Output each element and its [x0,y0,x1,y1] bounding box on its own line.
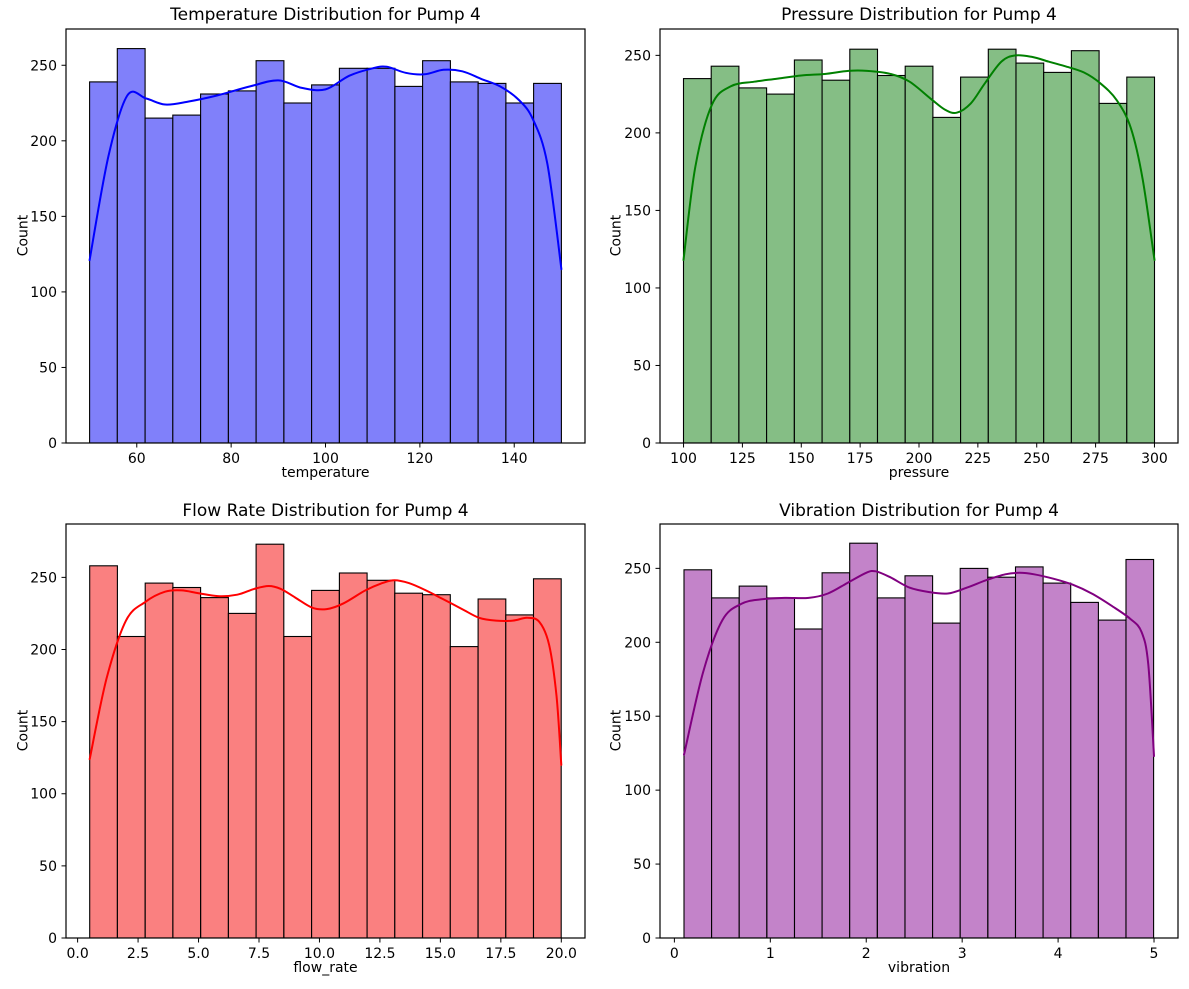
svg-text:0: 0 [642,931,651,947]
flow-rate-histogram-canvas: 0.0 2.5 5.0 7.5 10.0 12.5 15.0 17.5 20.0 0 50 100 15… [30,523,586,962]
x-axis-label: flow_rate [293,960,358,976]
x-axis-label: temperature [281,465,370,481]
x-axis-label: pressure [888,465,950,481]
svg-text:15.0: 15.0 [425,946,456,962]
pressure-histogram-canvas: 100 125 150 175 200 225 250 275 300 0 50 100 150 200 2… [624,28,1179,467]
plot-title: Temperature Distribution for Pump 4 [170,5,481,25]
svg-text:0: 0 [48,931,57,947]
svg-text:200: 200 [30,134,57,150]
svg-text:250: 250 [624,561,651,577]
svg-text:60: 60 [128,451,146,467]
svg-text:50: 50 [39,360,57,376]
svg-text:5: 5 [1150,946,1159,962]
svg-text:100: 100 [670,451,697,467]
svg-text:50: 50 [39,859,57,875]
svg-text:225: 225 [964,451,991,467]
svg-text:5.0: 5.0 [187,946,209,962]
svg-text:200: 200 [30,642,57,658]
svg-text:20.0: 20.0 [546,946,577,962]
plot-title: Flow Rate Distribution for Pump 4 [182,501,469,521]
svg-text:0: 0 [642,436,651,452]
svg-text:17.5: 17.5 [485,946,516,962]
svg-text:80: 80 [222,451,240,467]
subplot-temperature: 60 80 100 120 140 0 50 100 150 200 250 Temperature… [0,0,600,494]
svg-text:250: 250 [30,58,57,74]
plot-title: Pressure Distribution for Pump 4 [781,5,1057,25]
subplot-flow-rate: 0.0 2.5 5.0 7.5 10.0 12.5 15.0 17.5 20.0 0 50 100 15… [0,494,600,989]
svg-text:50: 50 [633,358,651,374]
svg-text:0: 0 [48,436,57,452]
svg-text:100: 100 [312,451,339,467]
svg-text:2: 2 [862,946,871,962]
svg-text:100: 100 [624,281,651,297]
svg-text:0: 0 [670,946,679,962]
subplot-vibration: 0 1 2 3 4 5 0 50 100 150 200 250 Vibration Distribu… [600,494,1189,989]
y-axis-label: Count [608,214,625,257]
svg-text:10.0: 10.0 [304,946,335,962]
svg-text:3: 3 [958,946,967,962]
svg-text:200: 200 [624,635,651,651]
svg-text:100: 100 [624,783,651,799]
svg-text:200: 200 [624,126,651,142]
plot-title: Vibration Distribution for Pump 4 [779,501,1059,521]
svg-text:300: 300 [1141,451,1168,467]
svg-text:200: 200 [906,451,933,467]
y-axis-label: Count [608,709,625,752]
svg-text:250: 250 [624,48,651,64]
temperature-histogram-canvas: 60 80 100 120 140 0 50 100 150 200 250 [30,28,586,467]
svg-text:150: 150 [624,203,651,219]
svg-text:150: 150 [624,709,651,725]
svg-text:175: 175 [847,451,874,467]
svg-text:250: 250 [30,570,57,586]
svg-text:250: 250 [1023,451,1050,467]
svg-text:125: 125 [729,451,756,467]
svg-text:12.5: 12.5 [364,946,395,962]
svg-text:150: 150 [788,451,815,467]
subplot-pressure: 100 125 150 175 200 225 250 275 300 0 50 100 150 200 2… [600,0,1189,494]
svg-text:150: 150 [30,715,57,731]
svg-text:275: 275 [1082,451,1109,467]
svg-text:2.5: 2.5 [127,946,149,962]
svg-text:7.5: 7.5 [248,946,270,962]
x-axis-label: vibration [887,960,951,976]
svg-text:50: 50 [633,857,651,873]
svg-text:0.0: 0.0 [66,946,88,962]
svg-text:4: 4 [1054,946,1063,962]
svg-text:140: 140 [501,451,528,467]
y-axis-label: Count [15,709,32,752]
svg-text:150: 150 [30,209,57,225]
y-axis-label: Count [15,214,32,257]
svg-text:120: 120 [406,451,433,467]
svg-text:1: 1 [766,946,775,962]
svg-text:100: 100 [30,285,57,301]
svg-text:100: 100 [30,787,57,803]
